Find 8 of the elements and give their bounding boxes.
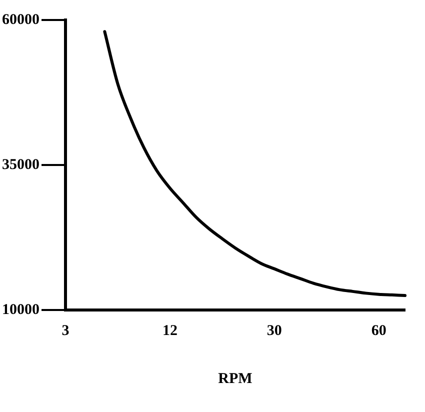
x-axis-title: RPM: [218, 370, 252, 387]
x-tick-label: 3: [62, 322, 70, 339]
y-tick-label: 10000: [2, 302, 40, 318]
x-tick-label: 12: [162, 322, 178, 339]
y-tick-label: 35000: [2, 156, 40, 173]
x-tick-label: 30: [266, 322, 282, 339]
x-tick-label: 60: [371, 322, 386, 339]
y-tick-label: 60000: [2, 12, 40, 28]
